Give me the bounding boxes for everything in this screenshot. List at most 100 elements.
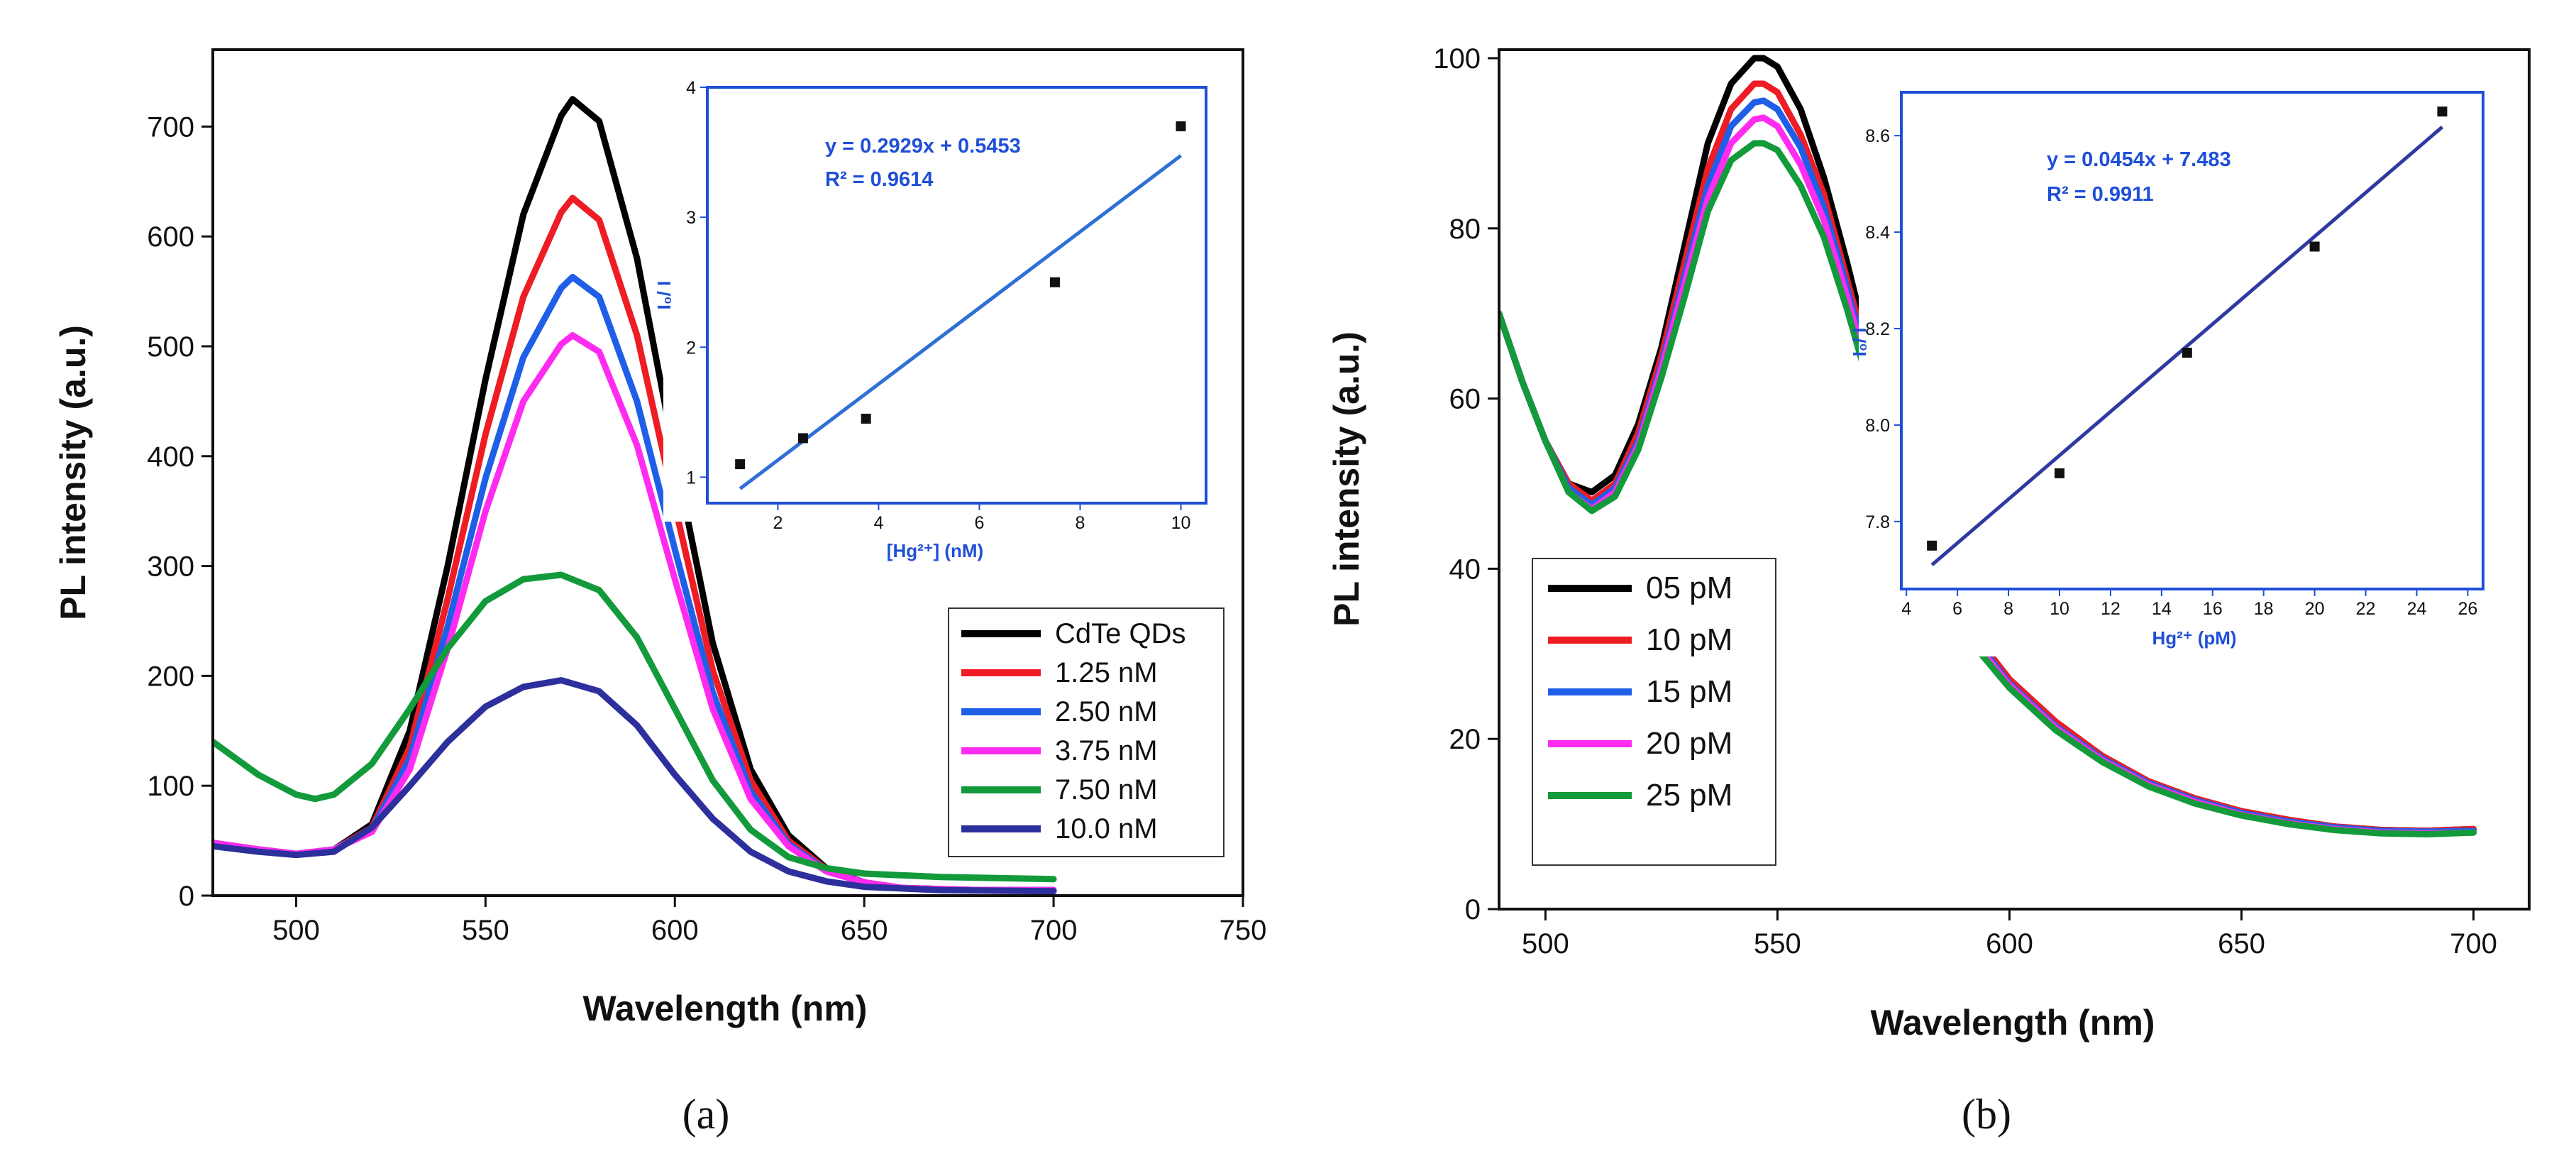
series-line-1-4 <box>1499 140 2477 837</box>
xtick-label-0-4: 700 <box>1030 915 1078 946</box>
legend-a-label-0: CdTe QDs <box>1055 618 1186 649</box>
xtick-label-1-2: 600 <box>1986 928 2033 959</box>
xlabel-a: Wavelength (nm) <box>583 989 868 1028</box>
inset-b-r2: R² = 0.9911 <box>2047 183 2154 206</box>
legend-a-label-1: 1.25 nM <box>1055 657 1158 688</box>
caption-a: (a) <box>682 1091 730 1138</box>
xtick-label-0-2: 600 <box>651 915 699 946</box>
series-a-group <box>213 96 1057 895</box>
inset-ytick-label-1-1: 8.0 <box>1865 416 1890 436</box>
xtick-label-1-3: 650 <box>2218 928 2265 959</box>
xtick-label-1-0: 500 <box>1522 928 1569 959</box>
legend-b-box <box>1532 558 1776 866</box>
inset-b-bg <box>1859 89 2497 656</box>
caption-b: (b) <box>1962 1091 2011 1138</box>
ticks-a-group: 500 550 600 650 700 750 0 100 200 300 400 500 600 700 <box>147 111 1266 946</box>
inset-xtick-label-1-9: 22 <box>2356 599 2376 619</box>
inset-a-bg <box>663 82 1206 522</box>
series-line-0-4 <box>213 571 1057 883</box>
xlabel-b: Wavelength (nm) <box>1871 1003 2155 1043</box>
inset-ytick-label-1-4: 8.6 <box>1865 126 1890 146</box>
xtick-label-1-4: 700 <box>2450 928 2497 959</box>
inset-xtick-label-0-3: 8 <box>1076 513 1085 533</box>
inset-b-ticks-group: 4 6 8 10 12 14 16 18 20 22 24 26 7.8 8.0 8.2 8.4 8.6 <box>1865 126 2477 619</box>
inset-fit-line-1 <box>1930 126 2444 566</box>
legend-a-label-3: 3.75 nM <box>1055 735 1158 766</box>
inset-xtick-label-0-1: 4 <box>873 513 883 533</box>
inset-point-1-3 <box>2309 241 2320 252</box>
inset-xtick-label-1-2: 8 <box>2003 599 2013 619</box>
xtick-label-0-5: 750 <box>1220 915 1267 946</box>
ytick-label-0-7: 700 <box>147 111 194 143</box>
legend-a-label-4: 7.50 nM <box>1055 774 1158 805</box>
inset-b-marks-group <box>1927 106 2448 566</box>
legend-a-label-2: 2.50 nM <box>1055 696 1158 727</box>
inset-point-0-2 <box>861 413 871 424</box>
panel-a: 500 550 600 650 700 750 0 100 200 300 400 500 600 700… <box>53 48 1266 1138</box>
inset-b-frame <box>1900 91 2484 590</box>
ytick-label-0-1: 100 <box>147 771 194 802</box>
inset-b-equation: y = 0.0454x + 7.483 <box>2047 148 2231 171</box>
inset-xtick-label-1-6: 16 <box>2203 599 2223 619</box>
legend-a-label-5: 10.0 nM <box>1055 813 1158 845</box>
inset-a-marks-group <box>735 121 1186 490</box>
inset-a-equation: y = 0.2929x + 0.5453 <box>825 135 1021 158</box>
inset-xtick-label-1-11: 26 <box>2458 599 2478 619</box>
inset-b-ylabel: I₀/ I <box>1849 328 1870 357</box>
inset-point-0-4 <box>1176 121 1186 131</box>
legend-a: CdTe QDs 1.25 nM 2.50 nM 3.75 nM 7.50 nM… <box>948 607 1225 857</box>
inset-point-0-3 <box>1049 277 1060 287</box>
inset-xtick-label-1-3: 10 <box>2050 599 2069 619</box>
ytick-label-0-3: 300 <box>147 551 194 583</box>
panel-b: 500 550 600 650 700 0 20 40 60 80 100 PL intensity… <box>1327 43 2531 1138</box>
xtick-label-0-1: 550 <box>462 915 509 946</box>
ytick-label-0-4: 400 <box>147 441 194 473</box>
inset-a-r2: R² = 0.9614 <box>825 168 933 191</box>
inset-xtick-label-1-8: 20 <box>2305 599 2325 619</box>
ylabel-a: PL intensity (a.u.) <box>53 325 93 620</box>
inset-ytick-label-0-1: 2 <box>686 338 696 358</box>
series-line-0-5 <box>213 677 1057 895</box>
legend-b-label-2: 15 pM <box>1646 674 1732 709</box>
legend-b-label-1: 10 pM <box>1646 622 1732 657</box>
inset-ytick-label-0-0: 1 <box>686 468 696 488</box>
legend-b-label-3: 20 pM <box>1646 726 1732 761</box>
legend-b-label-4: 25 pM <box>1646 778 1732 813</box>
inset-a-frame <box>706 86 1207 505</box>
xtick-label-0-3: 650 <box>841 915 888 946</box>
inset-point-0-1 <box>797 433 808 444</box>
inset-point-1-4 <box>2437 106 2448 117</box>
inset-fit-line-0 <box>739 154 1183 490</box>
inset-xtick-label-1-7: 18 <box>2254 599 2274 619</box>
plot-frame-a <box>211 48 1244 897</box>
legend-b: 05 pM 10 pM 15 pM 20 pM 25 pM <box>1532 558 1776 866</box>
inset-xtick-label-0-0: 2 <box>773 513 783 533</box>
inset-xtick-label-1-0: 4 <box>1901 599 1911 619</box>
inset-b-xlabel: Hg²⁺ (pM) <box>2152 627 2236 649</box>
inset-a-ylabel: I₀/ I <box>653 281 675 310</box>
inset-point-0-0 <box>735 459 746 470</box>
legend-a-box <box>948 607 1225 857</box>
inset-xtick-label-1-5: 14 <box>2152 599 2172 619</box>
ticks-b-group: 500 550 600 650 700 0 20 40 60 80 100 <box>1433 43 2497 959</box>
ytick-label-1-2: 40 <box>1449 554 1481 585</box>
inset-point-1-2 <box>2182 347 2192 358</box>
inset-xtick-label-0-4: 10 <box>1171 513 1191 533</box>
ytick-label-0-0: 0 <box>179 881 194 912</box>
inset-xtick-label-1-4: 12 <box>2101 599 2121 619</box>
inset-ytick-label-1-2: 8.2 <box>1865 319 1890 339</box>
inset-ytick-label-1-3: 8.4 <box>1865 223 1890 243</box>
inset-ytick-label-0-3: 4 <box>686 78 696 98</box>
inset-ytick-label-1-0: 7.8 <box>1865 512 1890 532</box>
xtick-label-0-0: 500 <box>272 915 320 946</box>
ytick-label-0-5: 500 <box>147 331 194 363</box>
inset-point-1-0 <box>1927 540 1937 551</box>
inset-b: 4 6 8 10 12 14 16 18 20 22 24 26 7.8 8.0 8.2 8.4 8.6 y =… <box>1849 89 2497 656</box>
ytick-label-1-0: 0 <box>1465 894 1481 925</box>
ytick-label-1-4: 80 <box>1449 214 1481 245</box>
ylabel-b: PL intensity (a.u.) <box>1327 331 1366 627</box>
inset-ytick-label-0-2: 3 <box>686 208 696 228</box>
ytick-label-1-3: 60 <box>1449 384 1481 415</box>
